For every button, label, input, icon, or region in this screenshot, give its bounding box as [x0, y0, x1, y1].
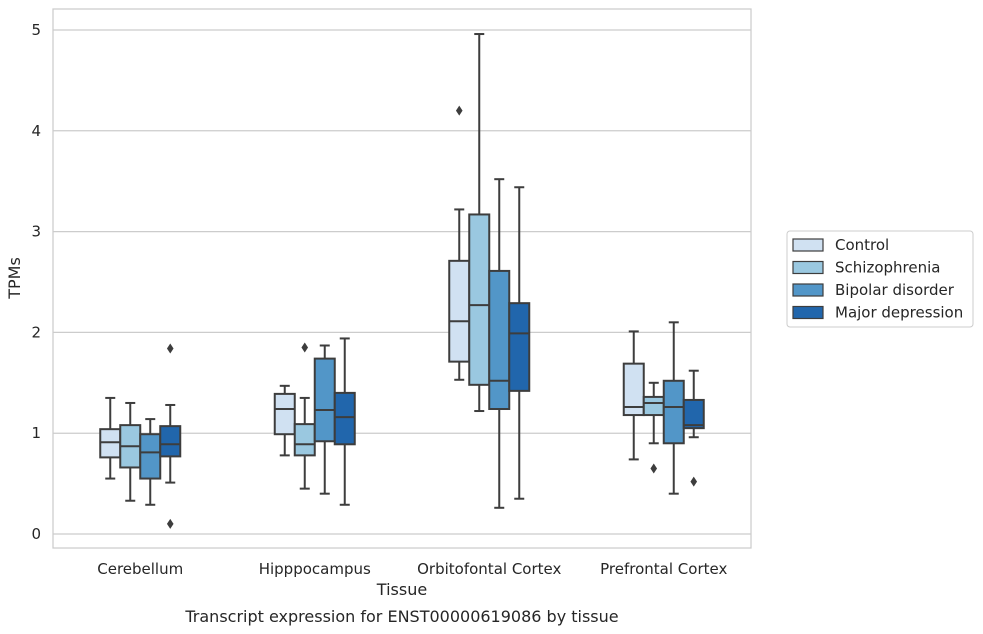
box-2-1 [468, 33, 491, 413]
y-tick-labels: 0 1 2 3 4 5 [31, 21, 41, 543]
box-body [682, 398, 705, 430]
box-body [159, 425, 182, 458]
plot-frame [52, 8, 752, 549]
x-axis-title: Tissue [376, 580, 427, 599]
outlier-point [301, 342, 309, 353]
box-0-2 [139, 418, 162, 506]
outlier-point [455, 105, 463, 116]
y-tick-label: 1 [31, 424, 41, 442]
box-3-3 [682, 369, 705, 487]
legend-label: Bipolar disorder [835, 281, 955, 299]
y-tick-label: 4 [31, 122, 41, 140]
legend-swatch [792, 305, 824, 320]
box-1-2 [313, 344, 336, 495]
box-3-1 [642, 381, 665, 474]
box-body [293, 423, 316, 457]
box-2-3 [508, 186, 531, 500]
chart-caption: Transcript expression for ENST0000061908… [184, 607, 618, 626]
box-3-2 [662, 321, 685, 495]
box-body [448, 259, 471, 363]
outlier-point [166, 518, 174, 529]
y-tick-label: 2 [31, 323, 41, 341]
x-tick-label: Cerebellum [97, 560, 183, 578]
outlier-point [690, 476, 698, 487]
box-0-0 [99, 396, 122, 480]
boxes [99, 33, 705, 529]
box-body [99, 428, 122, 459]
box-1-0 [273, 384, 296, 457]
legend-label: Schizophrenia [835, 259, 940, 277]
box-body [313, 357, 336, 443]
box-0-3 [159, 343, 182, 529]
box-body [642, 395, 665, 417]
outlier-point [166, 343, 174, 354]
box-body [468, 213, 491, 386]
x-tick-label: Prefrontal Cortex [600, 560, 727, 578]
x-tick-label: Hipppocampus [259, 560, 371, 578]
legend-swatch [792, 283, 824, 297]
box-body [139, 433, 162, 480]
x-tick-label: Orbitofontal Cortex [417, 560, 561, 578]
box-2-0 [448, 105, 471, 381]
legend-swatch [792, 260, 824, 275]
box-0-1 [119, 401, 142, 502]
box-1-1 [293, 342, 316, 490]
box-body [508, 302, 531, 392]
box-2-2 [488, 178, 511, 509]
y-tick-label: 0 [31, 525, 41, 543]
y-axis-title: TPMs [5, 257, 24, 300]
legend-label: Major depression [835, 304, 963, 322]
legend-label: Control [835, 236, 889, 254]
legend-frame [786, 230, 974, 328]
box-1-3 [333, 337, 356, 506]
box-body [488, 269, 511, 411]
x-tick-labels: Cerebellum Hipppocampus Orbitofontal Corte… [97, 560, 727, 578]
box-body [333, 391, 356, 446]
box-3-0 [622, 330, 645, 461]
box-body [662, 379, 685, 445]
legend: Control Schizophrenia Bipolar disorder Majo… [786, 230, 974, 328]
y-tick-label: 3 [31, 223, 41, 241]
box-body [622, 362, 645, 417]
y-tick-label: 5 [31, 21, 41, 39]
box-body [273, 392, 296, 436]
legend-swatch [792, 238, 824, 252]
outlier-point [650, 463, 658, 474]
